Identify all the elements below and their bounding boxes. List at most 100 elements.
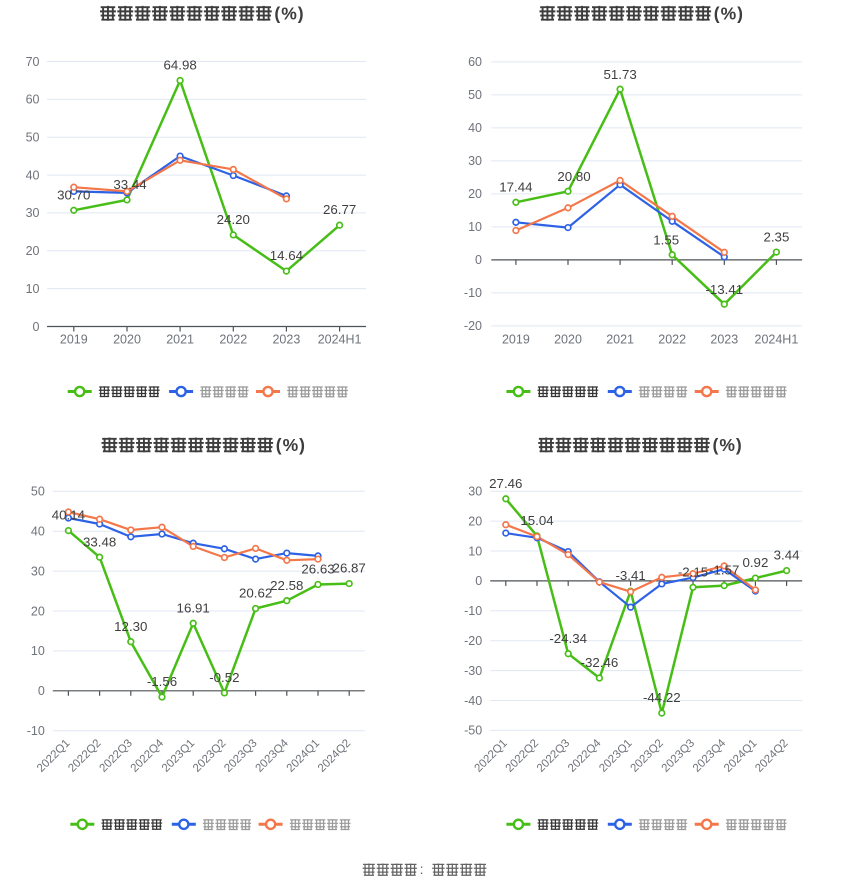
svg-text:20: 20 [31, 604, 45, 618]
svg-text:2023Q4: 2023Q4 [691, 737, 729, 775]
svg-text:30: 30 [468, 485, 482, 499]
svg-text:-0.52: -0.52 [209, 670, 239, 685]
svg-text:2019: 2019 [60, 333, 88, 347]
svg-text:2023Q1: 2023Q1 [597, 737, 634, 774]
svg-text:20: 20 [26, 244, 40, 258]
svg-text:2022: 2022 [658, 333, 686, 347]
svg-text:2022Q1: 2022Q1 [472, 737, 509, 774]
svg-text:24.20: 24.20 [217, 212, 250, 227]
svg-text:-1.57: -1.57 [709, 563, 739, 578]
svg-text:2024Q1: 2024Q1 [722, 737, 759, 774]
svg-text:2024Q2: 2024Q2 [316, 737, 353, 774]
svg-text:2023Q1: 2023Q1 [160, 737, 197, 774]
svg-text:-13.41: -13.41 [705, 282, 743, 297]
svg-text:10: 10 [468, 220, 482, 234]
svg-text:40: 40 [31, 525, 45, 539]
svg-text:27.46: 27.46 [489, 476, 522, 491]
svg-text:(%): (%) [713, 435, 743, 455]
svg-text:2019: 2019 [502, 333, 530, 347]
svg-text:30: 30 [26, 206, 40, 220]
svg-text:60: 60 [468, 55, 482, 69]
svg-text:30: 30 [468, 154, 482, 168]
svg-text:-50: -50 [464, 724, 482, 738]
svg-text:2023Q3: 2023Q3 [222, 737, 259, 774]
svg-text:50: 50 [31, 485, 45, 499]
svg-text:20.80: 20.80 [557, 169, 590, 184]
svg-text:-32.46: -32.46 [581, 655, 619, 670]
svg-text:-20: -20 [464, 634, 482, 648]
svg-text:2023: 2023 [710, 333, 738, 347]
svg-text:17.44: 17.44 [499, 179, 532, 194]
svg-text:2022Q1: 2022Q1 [35, 737, 72, 774]
svg-text:26.77: 26.77 [323, 202, 356, 217]
svg-text:-30: -30 [464, 664, 482, 678]
svg-text:2023Q2: 2023Q2 [191, 737, 228, 774]
svg-text:2.35: 2.35 [763, 230, 789, 245]
svg-text:16.91: 16.91 [177, 600, 210, 615]
svg-text:26.87: 26.87 [333, 561, 366, 576]
svg-text:0: 0 [475, 574, 482, 588]
svg-text:10: 10 [31, 644, 45, 658]
svg-text:15.04: 15.04 [520, 513, 553, 528]
svg-text:-24.34: -24.34 [549, 631, 587, 646]
svg-text:2023Q2: 2023Q2 [628, 737, 665, 774]
svg-text::: : [420, 861, 424, 877]
svg-text:40: 40 [468, 121, 482, 135]
svg-text:2024Q1: 2024Q1 [285, 737, 322, 774]
svg-text:0.92: 0.92 [742, 555, 768, 570]
svg-text:0: 0 [33, 320, 40, 334]
svg-text:26.63: 26.63 [301, 562, 334, 577]
svg-text:2024H1: 2024H1 [318, 333, 362, 347]
svg-text:2022Q2: 2022Q2 [66, 737, 103, 774]
svg-text:2020: 2020 [113, 333, 141, 347]
svg-text:20: 20 [468, 514, 482, 528]
svg-text:40.14: 40.14 [52, 508, 85, 523]
svg-text:(%): (%) [276, 435, 306, 455]
svg-text:10: 10 [26, 282, 40, 296]
svg-text:50: 50 [468, 88, 482, 102]
svg-text:-44.22: -44.22 [643, 690, 681, 705]
svg-text:2024Q2: 2024Q2 [753, 737, 790, 774]
svg-text:2024H1: 2024H1 [755, 333, 799, 347]
svg-text:30: 30 [31, 564, 45, 578]
svg-text:(%): (%) [714, 4, 744, 24]
svg-text:0: 0 [475, 253, 482, 267]
svg-text:33.44: 33.44 [113, 177, 146, 192]
svg-text:2022Q4: 2022Q4 [566, 737, 604, 775]
svg-text:2022Q2: 2022Q2 [504, 737, 541, 774]
svg-text:-40: -40 [464, 694, 482, 708]
svg-text:-10: -10 [464, 286, 482, 300]
svg-text:51.73: 51.73 [603, 67, 636, 82]
svg-text:2022Q3: 2022Q3 [535, 737, 572, 774]
svg-text:2023: 2023 [272, 333, 300, 347]
svg-text:2022Q3: 2022Q3 [97, 737, 134, 774]
svg-text:40: 40 [26, 168, 40, 182]
svg-text:70: 70 [26, 55, 40, 69]
svg-text:33.48: 33.48 [83, 534, 116, 549]
svg-text:10: 10 [468, 544, 482, 558]
svg-text:-2.15: -2.15 [678, 564, 708, 579]
svg-text:2021: 2021 [166, 333, 194, 347]
svg-text:2021: 2021 [606, 333, 634, 347]
svg-text:2023Q4: 2023Q4 [253, 737, 291, 775]
svg-text:-10: -10 [464, 604, 482, 618]
svg-text:60: 60 [26, 93, 40, 107]
svg-text:-20: -20 [464, 319, 482, 333]
svg-text:30.70: 30.70 [57, 187, 90, 202]
svg-text:50: 50 [26, 131, 40, 145]
svg-text:-1.56: -1.56 [147, 674, 177, 689]
svg-text:2022: 2022 [219, 333, 247, 347]
svg-text:-3.41: -3.41 [615, 568, 645, 583]
svg-text:22.58: 22.58 [270, 578, 303, 593]
svg-text:(%): (%) [274, 4, 304, 24]
svg-text:14.64: 14.64 [270, 248, 303, 263]
svg-text:0: 0 [38, 684, 45, 698]
svg-text:20: 20 [468, 187, 482, 201]
svg-text:2022Q4: 2022Q4 [129, 737, 167, 775]
svg-text:2020: 2020 [554, 333, 582, 347]
svg-text:2023Q3: 2023Q3 [660, 737, 697, 774]
svg-text:3.44: 3.44 [774, 548, 800, 563]
svg-text:64.98: 64.98 [163, 58, 196, 73]
svg-text:20.62: 20.62 [239, 586, 272, 601]
svg-text:-10: -10 [27, 724, 45, 738]
